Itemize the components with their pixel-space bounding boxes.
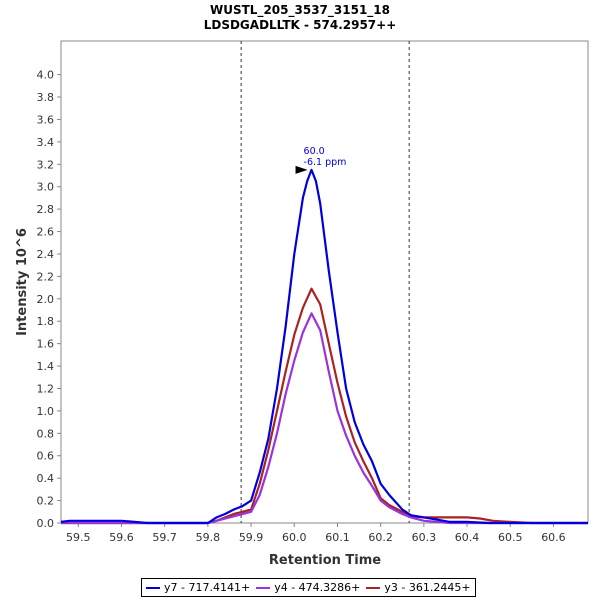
y-tick-label: 3.4 (37, 136, 55, 149)
y-tick-label: 1.4 (37, 360, 55, 373)
annotation-label: 60.0 (304, 146, 325, 157)
annotation-label: -6.1 ppm (304, 157, 347, 168)
x-axis-label: Retention Time (269, 553, 381, 568)
y-tick-label: 2.4 (37, 248, 55, 261)
x-tick-label: 60.2 (368, 531, 393, 544)
plot-area (60, 40, 589, 524)
legend-swatch (256, 586, 271, 589)
y-tick-label: 2.6 (37, 226, 55, 239)
y-tick-label: 2.2 (37, 270, 55, 283)
legend-item: y7 - 717.4141+ (146, 581, 250, 594)
y-tick-label: 1.2 (37, 382, 55, 395)
x-tick-label: 59.6 (109, 531, 134, 544)
legend-label: y7 - 717.4141+ (164, 581, 251, 594)
y-tick-label: 3.6 (37, 113, 55, 126)
y-tick-label: 3.8 (37, 91, 55, 104)
y-tick-label: 0.0 (37, 517, 55, 530)
chart-title: WUSTL_205_3537_3151_18 (210, 3, 390, 18)
y-axis: 0.0 0.2 0.4 0.6 0.8 1.0 1.2 1.4 1.6 1.8 2.0 2.2 2.4 2… (37, 69, 61, 530)
x-tick-label: 59.9 (239, 531, 264, 544)
legend-label: y3 - 361.2445+ (384, 581, 471, 594)
x-tick-label: 59.5 (66, 531, 91, 544)
legend: y7 - 717.4141+ y4 - 474.3286+ y3 - 361.244… (141, 578, 476, 597)
legend-item: y4 - 474.3286+ (256, 581, 360, 594)
chart-subtitle: LDSDGADLLTK - 574.2957++ (204, 18, 397, 32)
legend-swatch (146, 586, 160, 589)
x-tick-label: 60.3 (412, 531, 437, 544)
legend-swatch (366, 586, 381, 589)
x-axis: 59.5 59.6 59.7 59.8 59.9 60.0 60.1 60.2 60.3 60.4… (66, 523, 566, 544)
legend-item: y3 - 361.2445+ (366, 581, 471, 594)
series-line (60, 168, 588, 525)
y-tick-label: 0.6 (37, 450, 55, 463)
y-tick-label: 1.0 (37, 405, 55, 418)
x-tick-label: 60.0 (282, 531, 307, 544)
y-tick-label: 2.0 (37, 293, 55, 306)
series-line (61, 287, 588, 525)
y-tick-label: 0.2 (37, 495, 55, 508)
x-tick-label: 60.6 (541, 531, 566, 544)
peak-marker-arrow (295, 165, 308, 174)
x-tick-label: 60.5 (498, 531, 523, 544)
y-tick-label: 1.6 (37, 338, 55, 351)
x-tick-label: 59.7 (152, 531, 177, 544)
peak-annotation: 60.0-6.1 ppm (295, 146, 347, 174)
y-tick-label: 4.0 (37, 69, 55, 82)
y-axis-label: Intensity 10^6 (15, 228, 30, 336)
legend-label: y4 - 474.3286+ (274, 581, 361, 594)
y-tick-label: 0.8 (37, 427, 55, 440)
x-tick-label: 60.1 (325, 531, 350, 544)
y-tick-label: 3.0 (37, 181, 55, 194)
x-tick-label: 60.4 (455, 531, 480, 544)
y-tick-label: 3.2 (37, 158, 55, 171)
integration-boundaries (240, 41, 410, 523)
x-tick-label: 59.8 (196, 531, 221, 544)
y-tick-label: 1.8 (37, 315, 55, 328)
y-tick-label: 0.4 (37, 472, 55, 485)
series-layer (60, 168, 588, 525)
y-tick-label: 2.8 (37, 203, 55, 216)
